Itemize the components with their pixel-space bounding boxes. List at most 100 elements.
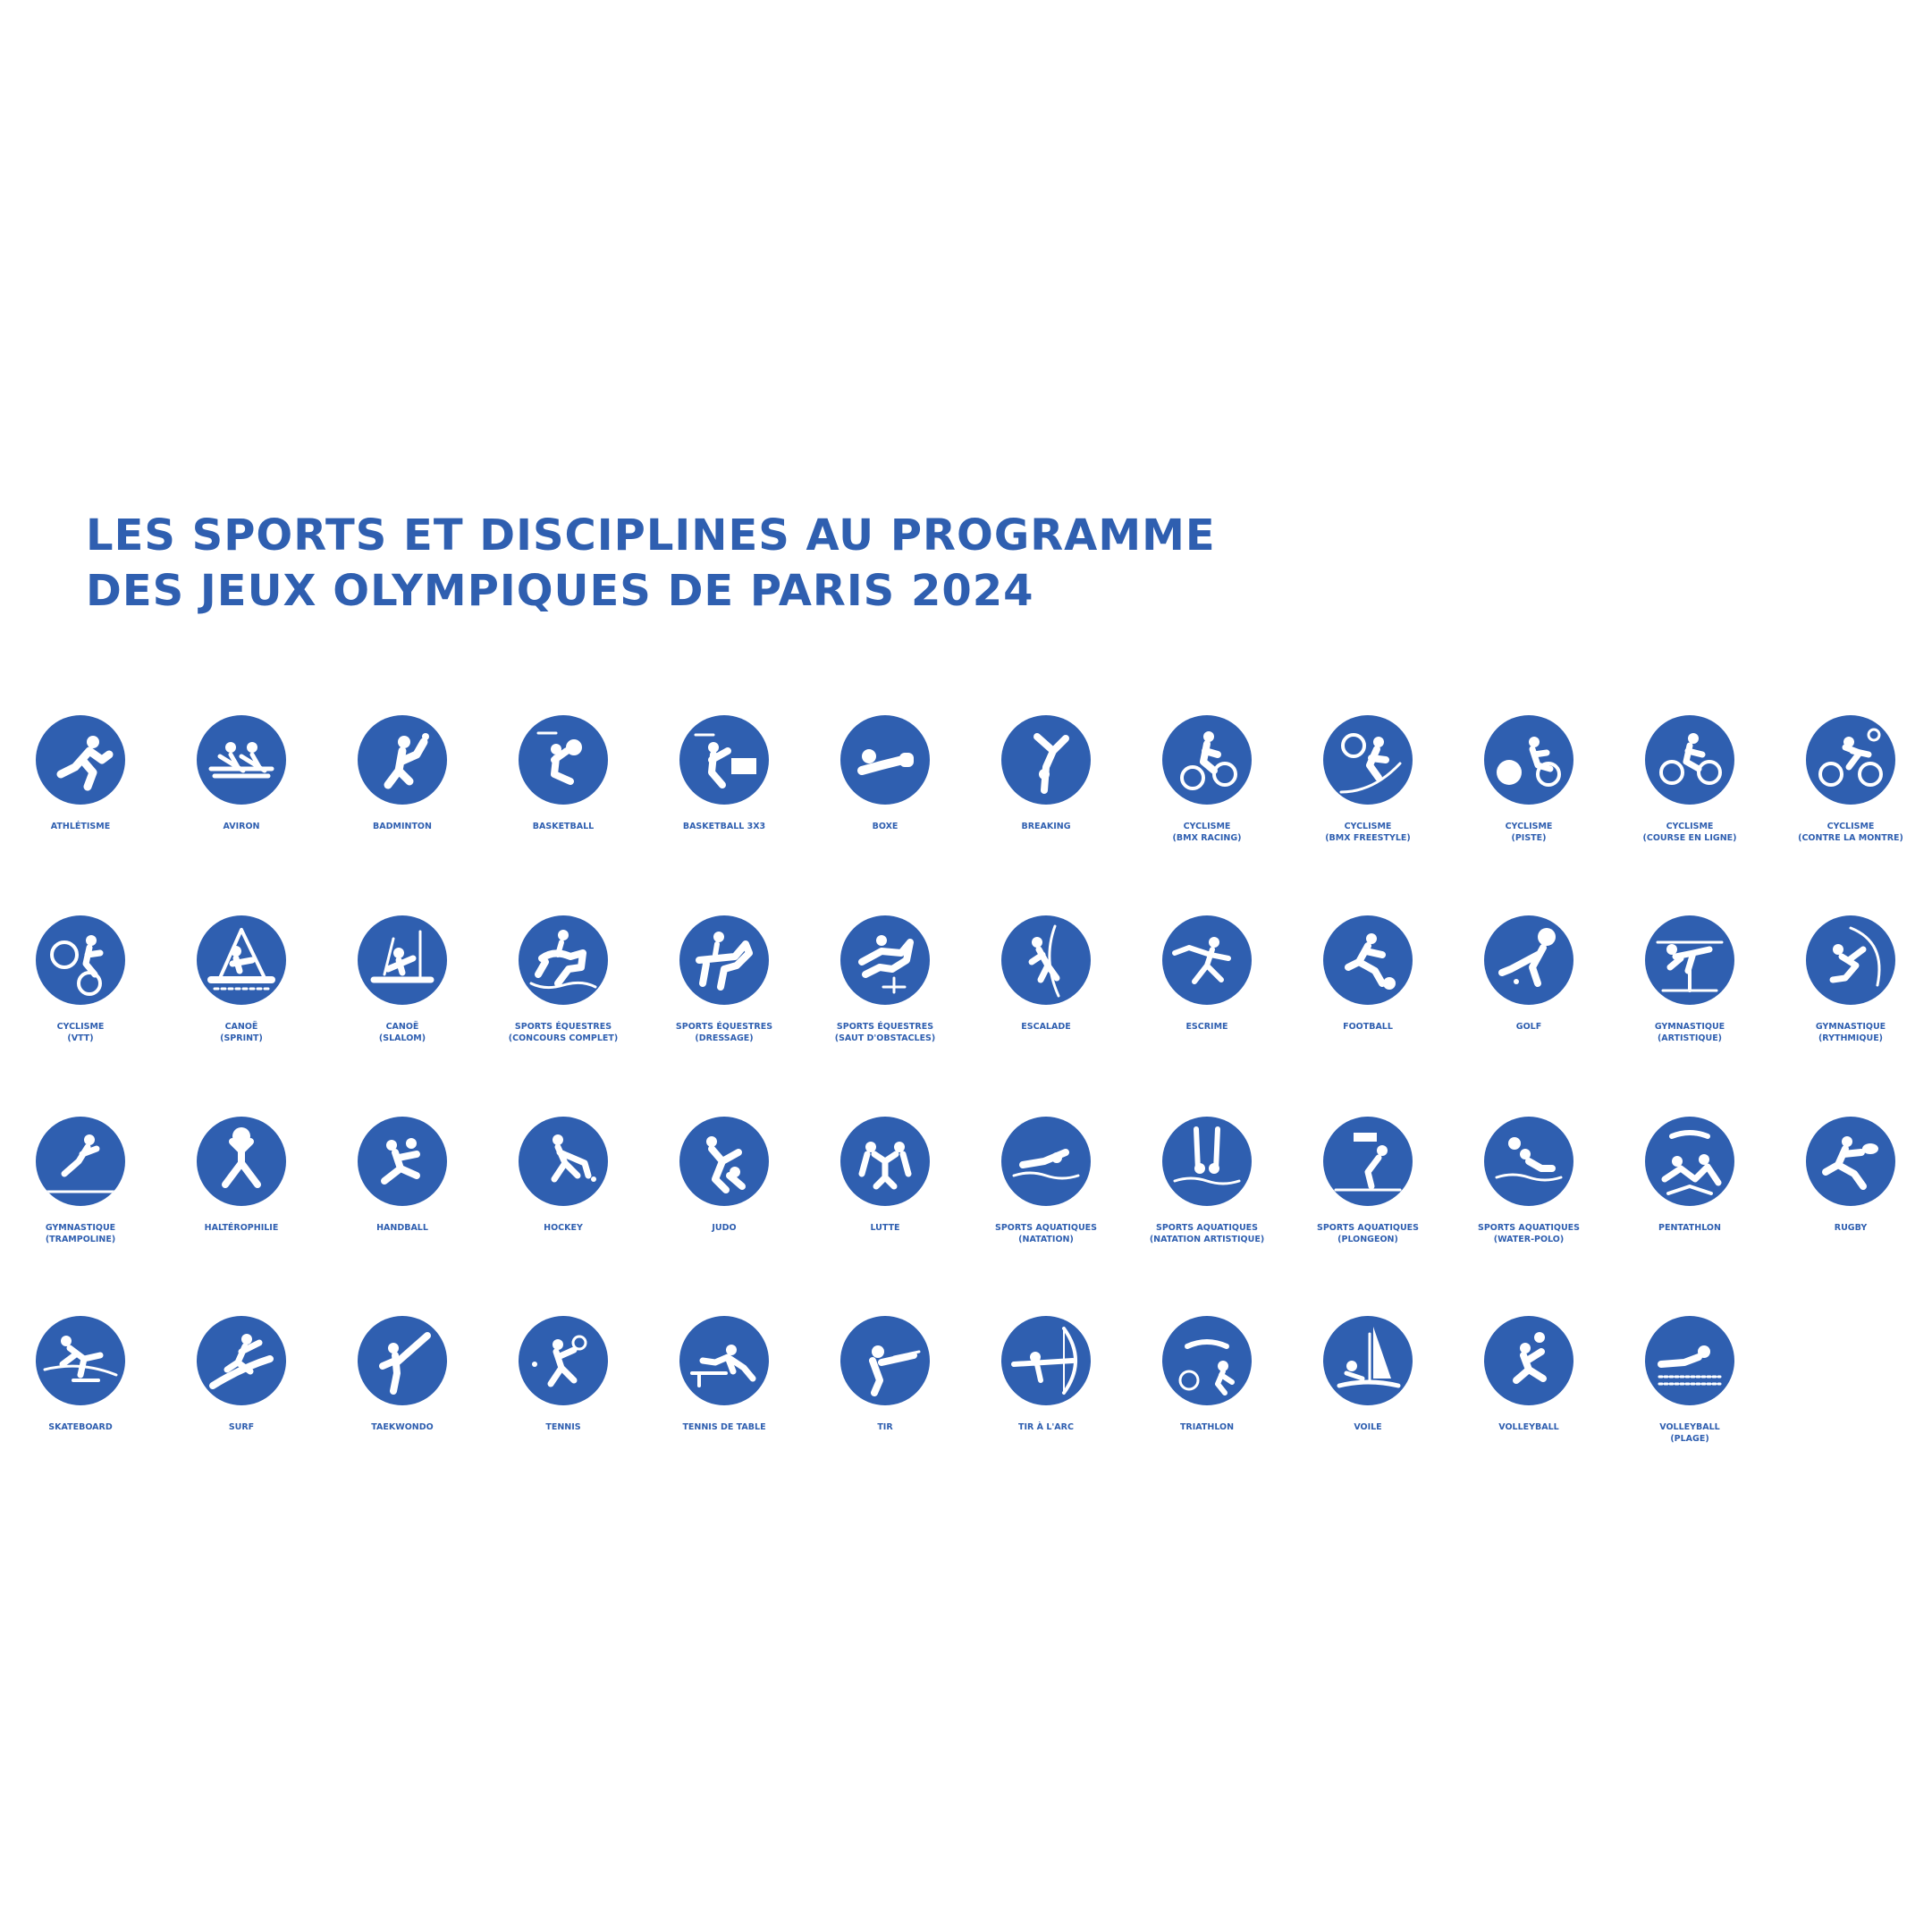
sport-tile: VOLLEYBALL (PLAGE) bbox=[1609, 1316, 1770, 1445]
sport-name: RUGBY bbox=[1834, 1223, 1868, 1233]
sport-name: JUDO bbox=[712, 1223, 737, 1233]
pentathlon-icon bbox=[1645, 1117, 1734, 1206]
sport-discipline: (PLONGEON) bbox=[1337, 1235, 1398, 1244]
sport-name: TAEKWONDO bbox=[371, 1422, 434, 1432]
sport-name: BASKETBALL bbox=[532, 822, 595, 831]
sport-tile: TIR À L'ARC bbox=[966, 1316, 1126, 1433]
sport-discipline: (COURSE EN LIGNE) bbox=[1642, 833, 1737, 843]
sport-name: HANDBALL bbox=[376, 1223, 428, 1233]
sport-label: CYCLISME (VTT) bbox=[0, 1021, 161, 1044]
sport-name: TENNIS bbox=[545, 1422, 581, 1432]
sport-tile: GOLF bbox=[1448, 915, 1609, 1033]
breaking-icon bbox=[1001, 715, 1091, 805]
badminton-icon bbox=[358, 715, 447, 805]
sport-label: SPORTS AQUATIQUES (WATER-POLO) bbox=[1448, 1222, 1609, 1245]
sport-name: TENNIS DE TABLE bbox=[682, 1422, 766, 1432]
sport-discipline: (WATER-POLO) bbox=[1493, 1235, 1565, 1244]
sport-name: BADMINTON bbox=[373, 822, 432, 831]
sport-name: SPORTS AQUATIQUES bbox=[1317, 1223, 1419, 1233]
sport-label: CANOË (SLALOM) bbox=[322, 1021, 483, 1044]
sport-label: TENNIS DE TABLE bbox=[644, 1421, 805, 1433]
sport-tile: BASKETBALL 3X3 bbox=[644, 715, 805, 832]
sport-name: TIR À L'ARC bbox=[1018, 1422, 1074, 1432]
sport-label: CANOË (SPRINT) bbox=[161, 1021, 322, 1044]
sport-tile: CYCLISME (BMX FREESTYLE) bbox=[1287, 715, 1448, 844]
sport-name: GOLF bbox=[1515, 1022, 1542, 1032]
athletics-icon bbox=[36, 715, 125, 805]
sport-name: SPORTS ÉQUESTRES bbox=[514, 1022, 612, 1032]
sport-label: BADMINTON bbox=[322, 821, 483, 832]
sport-discipline: (SAUT D'OBSTACLES) bbox=[834, 1033, 936, 1043]
sport-label: JUDO bbox=[644, 1222, 805, 1234]
sport-label: TAEKWONDO bbox=[322, 1421, 483, 1433]
canoe-sprint-icon bbox=[197, 915, 286, 1005]
sport-tile: BREAKING bbox=[966, 715, 1126, 832]
sport-tile: JUDO bbox=[644, 1117, 805, 1234]
sport-discipline: (SLALOM) bbox=[378, 1033, 426, 1043]
sport-label: CYCLISME (PISTE) bbox=[1448, 821, 1609, 844]
sport-name: VOLLEYBALL bbox=[1498, 1422, 1559, 1432]
sport-tile: CYCLISME (PISTE) bbox=[1448, 715, 1609, 844]
sport-discipline: (NATATION) bbox=[1018, 1235, 1074, 1244]
sport-label: CYCLISME (COURSE EN LIGNE) bbox=[1609, 821, 1770, 844]
hockey-icon bbox=[519, 1117, 608, 1206]
basketball-icon bbox=[519, 715, 608, 805]
boxing-icon bbox=[840, 715, 930, 805]
sport-tile: CYCLISME (CONTRE LA MONTRE) bbox=[1770, 715, 1931, 844]
sport-tile: HALTÉROPHILIE bbox=[161, 1117, 322, 1234]
sport-tile: TRIATHLON bbox=[1126, 1316, 1287, 1433]
sport-name: GYMNASTIQUE bbox=[1654, 1022, 1725, 1032]
sport-name: CYCLISME bbox=[1827, 822, 1875, 831]
sport-label: BASKETBALL bbox=[483, 821, 644, 832]
sport-tile: AVIRON bbox=[161, 715, 322, 832]
sport-tile: CANOË (SPRINT) bbox=[161, 915, 322, 1044]
sport-tile: ATHLÉTISME bbox=[0, 715, 161, 832]
beach-volleyball-icon bbox=[1645, 1316, 1734, 1405]
sport-name: ATHLÉTISME bbox=[50, 822, 111, 831]
sport-label: HANDBALL bbox=[322, 1222, 483, 1234]
sport-label: SKATEBOARD bbox=[0, 1421, 161, 1433]
cycling-bmx-freestyle-icon bbox=[1323, 715, 1413, 805]
triathlon-icon bbox=[1162, 1316, 1252, 1405]
sport-name: BOXE bbox=[872, 822, 899, 831]
sport-tile: SPORTS AQUATIQUES (NATATION) bbox=[966, 1117, 1126, 1245]
sport-name: CYCLISME bbox=[1666, 822, 1714, 831]
sport-name: TIR bbox=[877, 1422, 893, 1432]
sport-tile: VOLLEYBALL bbox=[1448, 1316, 1609, 1433]
trampoline-icon bbox=[36, 1117, 125, 1206]
rugby-icon bbox=[1806, 1117, 1895, 1206]
sport-label: RUGBY bbox=[1770, 1222, 1931, 1234]
sport-discipline: (BMX FREESTYLE) bbox=[1325, 833, 1411, 843]
basketball-3x3-icon bbox=[679, 715, 769, 805]
sport-label: ATHLÉTISME bbox=[0, 821, 161, 832]
sport-tile: BASKETBALL bbox=[483, 715, 644, 832]
sport-name: HALTÉROPHILIE bbox=[204, 1223, 279, 1233]
sport-tile: VOILE bbox=[1287, 1316, 1448, 1433]
sport-label: VOLLEYBALL bbox=[1448, 1421, 1609, 1433]
sport-name: CYCLISME bbox=[1505, 822, 1553, 831]
golf-icon bbox=[1484, 915, 1573, 1005]
page-title: LES SPORTS ET DISCIPLINES AU PROGRAMME D… bbox=[86, 508, 1216, 619]
sport-discipline: (CONCOURS COMPLET) bbox=[508, 1033, 619, 1043]
cycling-track-icon bbox=[1484, 715, 1573, 805]
title-line-2: DES JEUX OLYMPIQUES DE PARIS 2024 bbox=[86, 566, 1034, 616]
sport-discipline: (CONTRE LA MONTRE) bbox=[1798, 833, 1903, 843]
sport-name: FOOTBALL bbox=[1343, 1022, 1393, 1032]
climbing-icon bbox=[1001, 915, 1091, 1005]
sport-tile: BOXE bbox=[805, 715, 966, 832]
sport-tile: CYCLISME (VTT) bbox=[0, 915, 161, 1044]
handball-icon bbox=[358, 1117, 447, 1206]
sport-label: TIR bbox=[805, 1421, 966, 1433]
sport-tile: BADMINTON bbox=[322, 715, 483, 832]
sport-discipline: (SPRINT) bbox=[220, 1033, 263, 1043]
sport-label: AVIRON bbox=[161, 821, 322, 832]
sport-label: SPORTS ÉQUESTRES (CONCOURS COMPLET) bbox=[483, 1021, 644, 1044]
sport-name: ESCALADE bbox=[1021, 1022, 1071, 1032]
sport-label: CYCLISME (BMX RACING) bbox=[1126, 821, 1287, 844]
sport-tile: SPORTS AQUATIQUES (NATATION ARTISTIQUE) bbox=[1126, 1117, 1287, 1245]
sport-name: LUTTE bbox=[870, 1223, 900, 1233]
sport-label: GYMNASTIQUE (ARTISTIQUE) bbox=[1609, 1021, 1770, 1044]
sport-tile: TENNIS bbox=[483, 1316, 644, 1433]
sport-label: HALTÉROPHILIE bbox=[161, 1222, 322, 1234]
sport-label: SPORTS AQUATIQUES (PLONGEON) bbox=[1287, 1222, 1448, 1245]
